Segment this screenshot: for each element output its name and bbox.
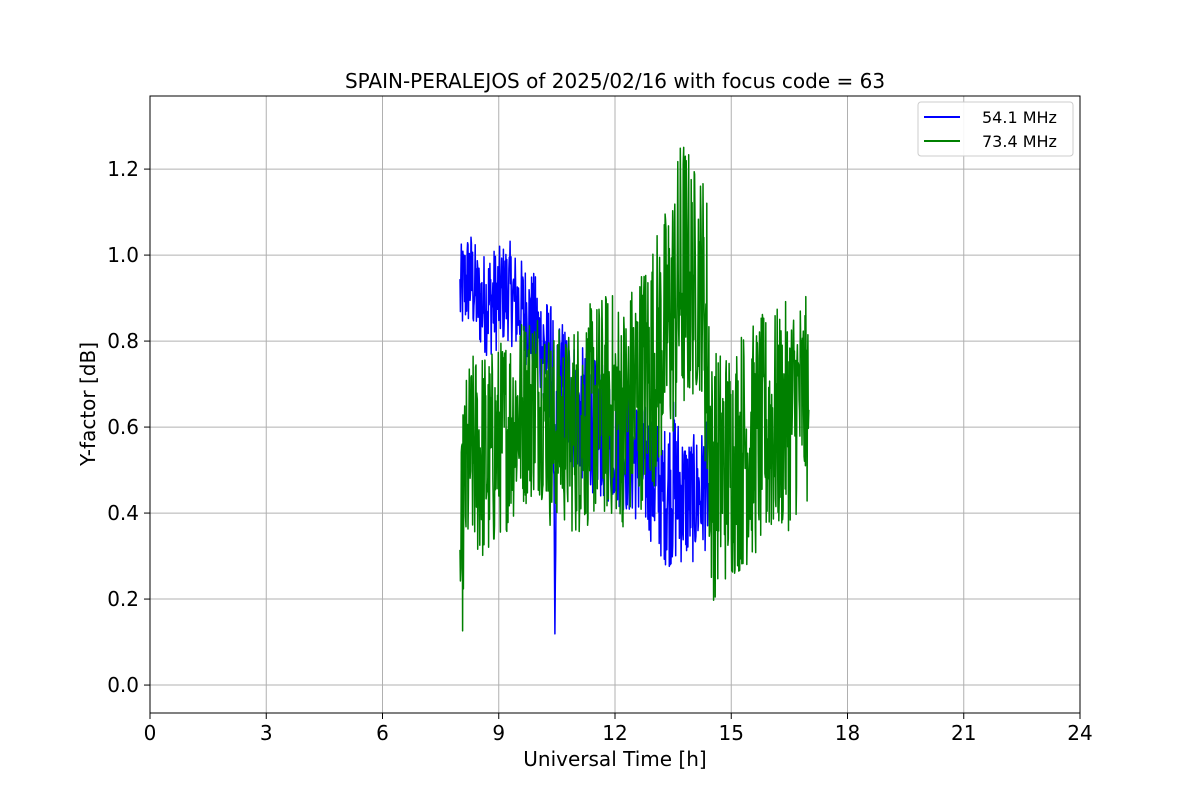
y-axis-ticks: 0.0 0.2 0.4 0.6 0.8 1.0 1.2 bbox=[107, 157, 150, 697]
legend-box bbox=[917, 101, 1074, 157]
x-tick-label: 15 bbox=[719, 721, 744, 745]
x-tick-label: 12 bbox=[602, 721, 627, 745]
x-tick-label: 3 bbox=[260, 721, 273, 745]
x-tick-label: 21 bbox=[951, 721, 976, 745]
y-axis-label: Y-factor [dB] bbox=[76, 342, 100, 467]
chart-title: SPAIN-PERALEJOS of 2025/02/16 with focus… bbox=[345, 69, 885, 93]
x-tick-label: 9 bbox=[492, 721, 505, 745]
x-axis-ticks: 0 3 6 9 12 15 18 21 24 bbox=[144, 713, 1093, 745]
y-tick-label: 0.4 bbox=[107, 501, 139, 525]
y-tick-label: 0.0 bbox=[107, 673, 139, 697]
legend-label-54-1: 54.1 MHz bbox=[982, 108, 1057, 127]
y-tick-label: 0.2 bbox=[107, 587, 139, 611]
y-tick-label: 1.2 bbox=[107, 157, 139, 181]
x-tick-label: 18 bbox=[835, 721, 860, 745]
legend: 54.1 MHz 73.4 MHz bbox=[917, 101, 1074, 157]
x-tick-label: 6 bbox=[376, 721, 389, 745]
legend-label-73-4: 73.4 MHz bbox=[982, 132, 1057, 151]
y-tick-label: 0.6 bbox=[107, 415, 139, 439]
y-tick-label: 0.8 bbox=[107, 329, 139, 353]
series-layer bbox=[459, 146, 810, 635]
series-line bbox=[459, 146, 810, 632]
x-tick-label: 0 bbox=[144, 721, 157, 745]
y-tick-label: 1.0 bbox=[107, 243, 139, 267]
x-tick-label: 24 bbox=[1067, 721, 1092, 745]
series-73-4-MHz bbox=[459, 146, 810, 632]
x-axis-label: Universal Time [h] bbox=[523, 747, 706, 771]
